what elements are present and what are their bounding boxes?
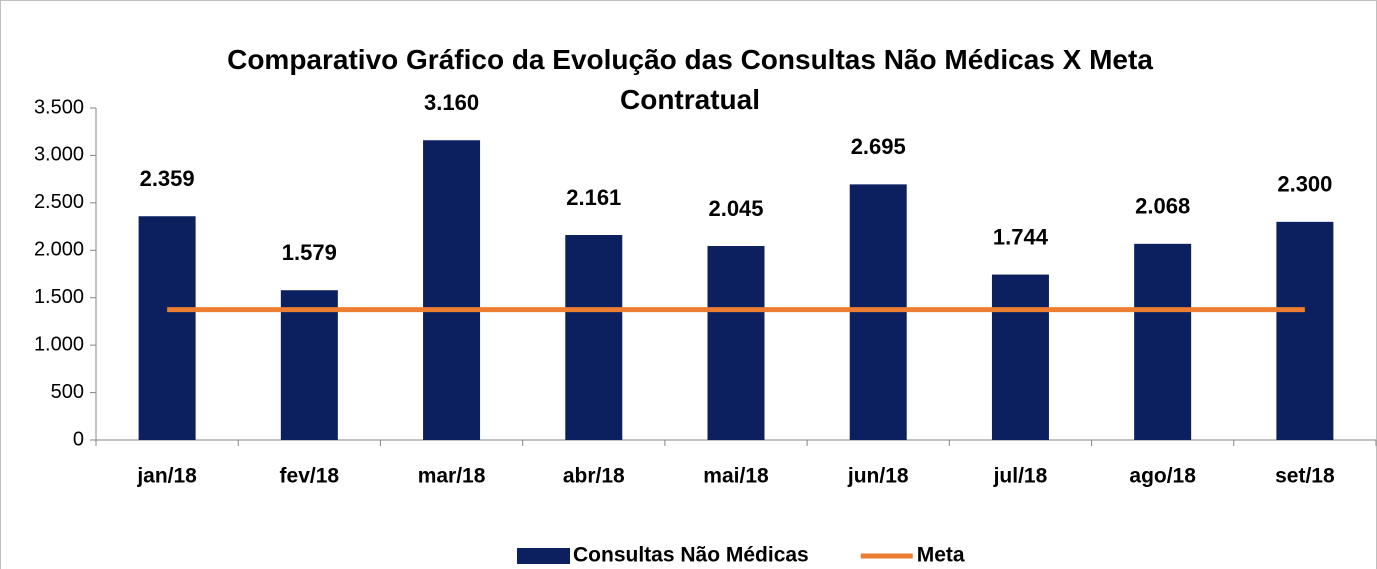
bar [280, 290, 338, 440]
bar [138, 216, 196, 440]
data-label: 3.160 [424, 90, 479, 115]
bar [849, 184, 907, 440]
bar [565, 235, 623, 440]
y-tick-label: 1.000 [34, 333, 84, 355]
data-label: 1.579 [282, 240, 337, 265]
bar [991, 274, 1049, 440]
legend-label: Meta [917, 544, 965, 567]
data-label: 2.695 [851, 134, 906, 159]
y-tick-label: 1.500 [34, 286, 84, 308]
legend-swatch [517, 548, 570, 564]
data-label: 2.359 [140, 166, 195, 191]
y-tick-label: 0 [73, 428, 84, 450]
y-tick-label: 3.000 [34, 144, 84, 166]
y-tick-label: 3.500 [34, 96, 84, 118]
x-tick-label: set/18 [1275, 465, 1335, 488]
y-tick-label: 500 [51, 381, 84, 403]
x-tick-label: jul/18 [993, 465, 1048, 488]
data-label: 2.161 [566, 185, 621, 210]
y-tick-label: 2.500 [34, 191, 84, 213]
chart-title: Comparativo Gráfico da Evolução das Cons… [227, 44, 1153, 115]
x-tick-label: ago/18 [1129, 465, 1196, 488]
x-tick-label: mar/18 [418, 465, 486, 488]
y-tick-label: 2.000 [34, 239, 84, 261]
data-label: 1.744 [993, 224, 1049, 249]
legend-label: Consultas Não Médicas [573, 544, 809, 567]
x-tick-label: abr/18 [563, 465, 625, 488]
bar [423, 140, 481, 440]
data-label: 2.045 [708, 196, 763, 221]
x-tick-label: jun/18 [847, 465, 909, 488]
bar [707, 246, 765, 440]
bar [1134, 243, 1192, 440]
data-label: 2.300 [1277, 172, 1332, 197]
data-label: 2.068 [1135, 194, 1190, 219]
x-tick-label: fev/18 [280, 465, 340, 488]
x-tick-label: mai/18 [703, 465, 769, 488]
bar [1276, 221, 1334, 440]
x-tick-label: jan/18 [136, 465, 197, 488]
